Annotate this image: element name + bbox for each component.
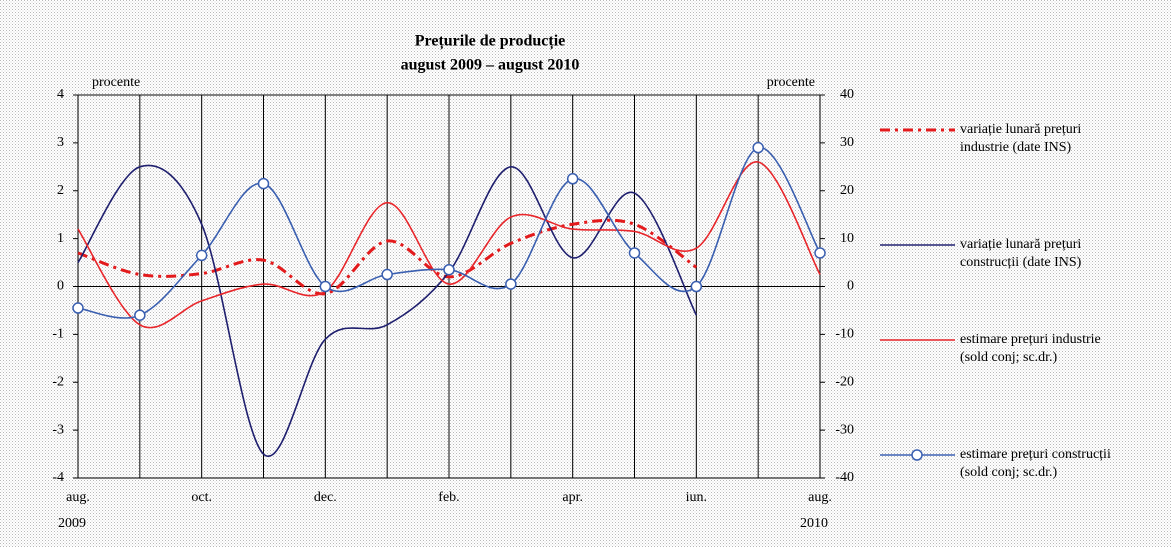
legend-label: variație lunară prețuri construcții (dat… [960, 237, 1082, 270]
y2-tick-label: 20 [840, 183, 854, 198]
x-tick-label: oct. [191, 490, 212, 505]
y-tick-label: -2 [52, 374, 64, 389]
series-marker [443, 263, 455, 276]
series-marker [134, 309, 146, 321]
series-marker [566, 173, 579, 185]
y2-tick-label: 10 [840, 231, 854, 246]
y2-tick-label: 40 [840, 87, 854, 102]
series-line [77, 146, 821, 319]
x-year-label: 2009 [58, 516, 86, 531]
series-marker [319, 280, 332, 293]
y2-tick-label: -10 [835, 327, 854, 342]
series-marker [257, 177, 270, 190]
x-tick-label: dec. [314, 490, 337, 505]
chart-title: Prețurile de producție [415, 33, 566, 51]
y2-tick-label: -20 [835, 374, 854, 389]
series-marker [195, 249, 208, 262]
y-tick-label: 2 [57, 183, 64, 198]
y-tick-label: 3 [57, 135, 64, 150]
y2-tick-label: 30 [840, 135, 854, 150]
legend-label: variație lunară prețuri industrie (date … [960, 122, 1082, 155]
legend-label: estimare prețuri construcții (sold conj;… [960, 447, 1111, 480]
y-tick-label: -4 [52, 470, 64, 485]
y-tick-label: 0 [57, 279, 64, 294]
series-line [77, 218, 698, 296]
y2-axis-label: procente [767, 75, 815, 90]
series-line [77, 164, 698, 458]
y2-tick-label: -30 [835, 422, 854, 437]
series-marker [628, 247, 641, 259]
y-tick-label: 1 [57, 231, 64, 246]
y-axis-label: procente [92, 75, 140, 90]
y-tick-label: -1 [52, 327, 64, 342]
y2-tick-label: 0 [847, 279, 854, 294]
y2-tick-label: -40 [835, 470, 854, 485]
x-tick-label: feb. [438, 490, 459, 505]
series-marker [505, 278, 517, 290]
series-marker [814, 247, 826, 259]
series-line [77, 161, 821, 329]
series-marker [752, 141, 764, 154]
x-tick-label: iun. [686, 490, 707, 505]
x-tick-label: aug. [66, 490, 90, 505]
series-marker [690, 280, 703, 293]
legend-label: estimare prețuri industrie (sold conj; s… [960, 332, 1101, 365]
series-marker [381, 268, 393, 281]
x-tick-label: apr. [562, 490, 583, 505]
x-year-label: 2010 [800, 516, 828, 531]
y-tick-label: 4 [57, 87, 64, 102]
legend-marker [911, 449, 923, 461]
y-tick-label: -3 [52, 422, 64, 437]
x-tick-label: aug. [808, 490, 832, 505]
chart-subtitle: august 2009 – august 2010 [401, 57, 580, 74]
series-marker [72, 302, 84, 314]
